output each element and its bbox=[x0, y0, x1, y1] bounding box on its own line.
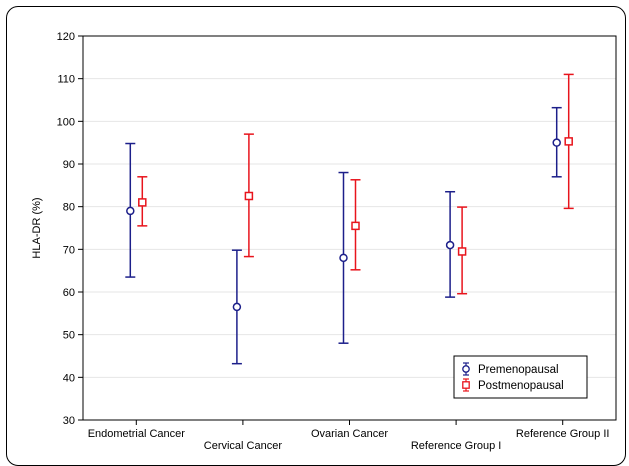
x-axis: Endometrial Cancer Cervical Cancer Ovarian… bbox=[88, 420, 610, 452]
x-category-endometrial-cancer: Endometrial Cancer bbox=[88, 428, 186, 440]
data-marks bbox=[125, 73, 574, 365]
legend-marker bbox=[462, 381, 470, 389]
chart-svg: 30 40 50 60 70 80 90 100 110 120 Endometrial Canc… bbox=[31, 31, 617, 452]
y-tick-label: 60 bbox=[63, 287, 75, 299]
legend: Premenopausal Postmenopausal bbox=[453, 355, 588, 399]
y-tick-label: 70 bbox=[63, 244, 75, 256]
y-tick-label: 30 bbox=[63, 415, 75, 427]
point-postmenopausal bbox=[244, 191, 254, 201]
legend-label-premenopausal: Premenopausal bbox=[478, 364, 559, 376]
y-tick-label: 40 bbox=[63, 372, 75, 384]
point-premenopausal bbox=[445, 240, 455, 250]
point-postmenopausal bbox=[564, 137, 573, 146]
y-axis: 30 40 50 60 70 80 90 100 110 120 bbox=[57, 31, 83, 427]
legend-symbol-premenopausal bbox=[462, 362, 470, 376]
y-tick-label: 90 bbox=[63, 159, 75, 171]
legend-marker bbox=[462, 365, 470, 373]
y-tick-label: 100 bbox=[57, 116, 75, 128]
point-premenopausal bbox=[339, 253, 348, 263]
point-premenopausal bbox=[126, 206, 135, 216]
x-category-cervical-cancer: Cervical Cancer bbox=[204, 440, 283, 452]
x-category-reference-group-ii: Reference Group II bbox=[516, 428, 610, 440]
grid-lines bbox=[83, 78, 616, 378]
point-premenopausal bbox=[552, 138, 561, 147]
y-tick-label: 50 bbox=[63, 330, 75, 342]
point-postmenopausal bbox=[351, 221, 360, 231]
y-tick-label: 120 bbox=[57, 31, 75, 43]
legend-label-postmenopausal: Postmenopausal bbox=[478, 380, 564, 392]
y-tick-label: 110 bbox=[57, 74, 75, 86]
point-postmenopausal bbox=[457, 247, 467, 256]
x-category-ovarian-cancer: Ovarian Cancer bbox=[311, 428, 388, 440]
legend-symbol-postmenopausal bbox=[462, 378, 470, 392]
y-axis-label: HLA-DR (%) bbox=[31, 197, 43, 258]
legend-box bbox=[453, 355, 588, 399]
point-premenopausal bbox=[232, 302, 242, 312]
x-category-reference-group-i: Reference Group I bbox=[411, 440, 502, 452]
point-postmenopausal bbox=[138, 198, 147, 207]
y-tick-label: 80 bbox=[63, 202, 75, 214]
